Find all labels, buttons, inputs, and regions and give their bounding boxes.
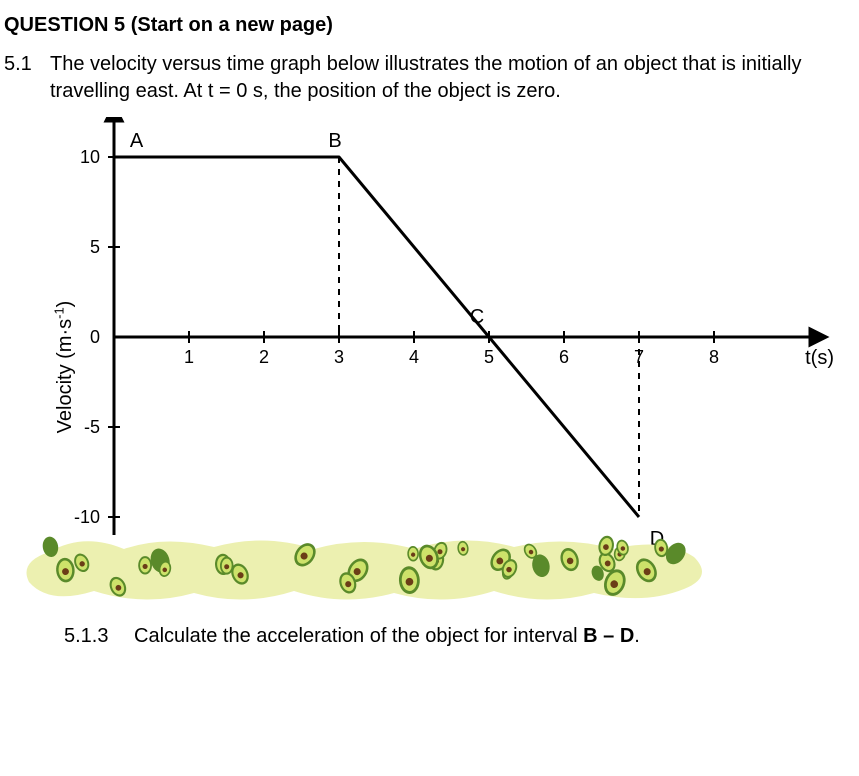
question-text: The velocity versus time graph below ill… <box>50 51 849 105</box>
sub-question-number: 5.1.3 <box>64 625 134 648</box>
question-5-1: 5.1 The velocity versus time graph below… <box>4 51 849 105</box>
svg-text:6: 6 <box>559 347 569 367</box>
svg-text:-10: -10 <box>74 507 100 527</box>
svg-text:10: 10 <box>80 147 100 167</box>
svg-text:8: 8 <box>709 347 719 367</box>
svg-text:-5: -5 <box>84 417 100 437</box>
svg-text:A: A <box>130 130 144 152</box>
decorative-sticker-strip <box>14 527 714 607</box>
svg-text:5: 5 <box>90 237 100 257</box>
question-heading: QUESTION 5 (Start on a new page) <box>4 14 849 37</box>
svg-text:5: 5 <box>484 347 494 367</box>
svg-text:C: C <box>470 306 484 328</box>
question-5-1-3: 5.1.3 Calculate the acceleration of the … <box>64 625 849 648</box>
svg-text:2: 2 <box>259 347 269 367</box>
svg-text:B: B <box>328 130 341 152</box>
question-number: 5.1 <box>4 51 50 105</box>
svg-text:1: 1 <box>184 347 194 367</box>
velocity-time-graph: Velocity (m·s-1) t(s) 123456781050-5-10A… <box>4 117 844 617</box>
exam-page: QUESTION 5 (Start on a new page) 5.1 The… <box>0 0 859 668</box>
svg-text:3: 3 <box>334 347 344 367</box>
sub-question-text: Calculate the acceleration of the object… <box>134 625 849 648</box>
svg-text:4: 4 <box>409 347 419 367</box>
svg-text:0: 0 <box>90 327 100 347</box>
